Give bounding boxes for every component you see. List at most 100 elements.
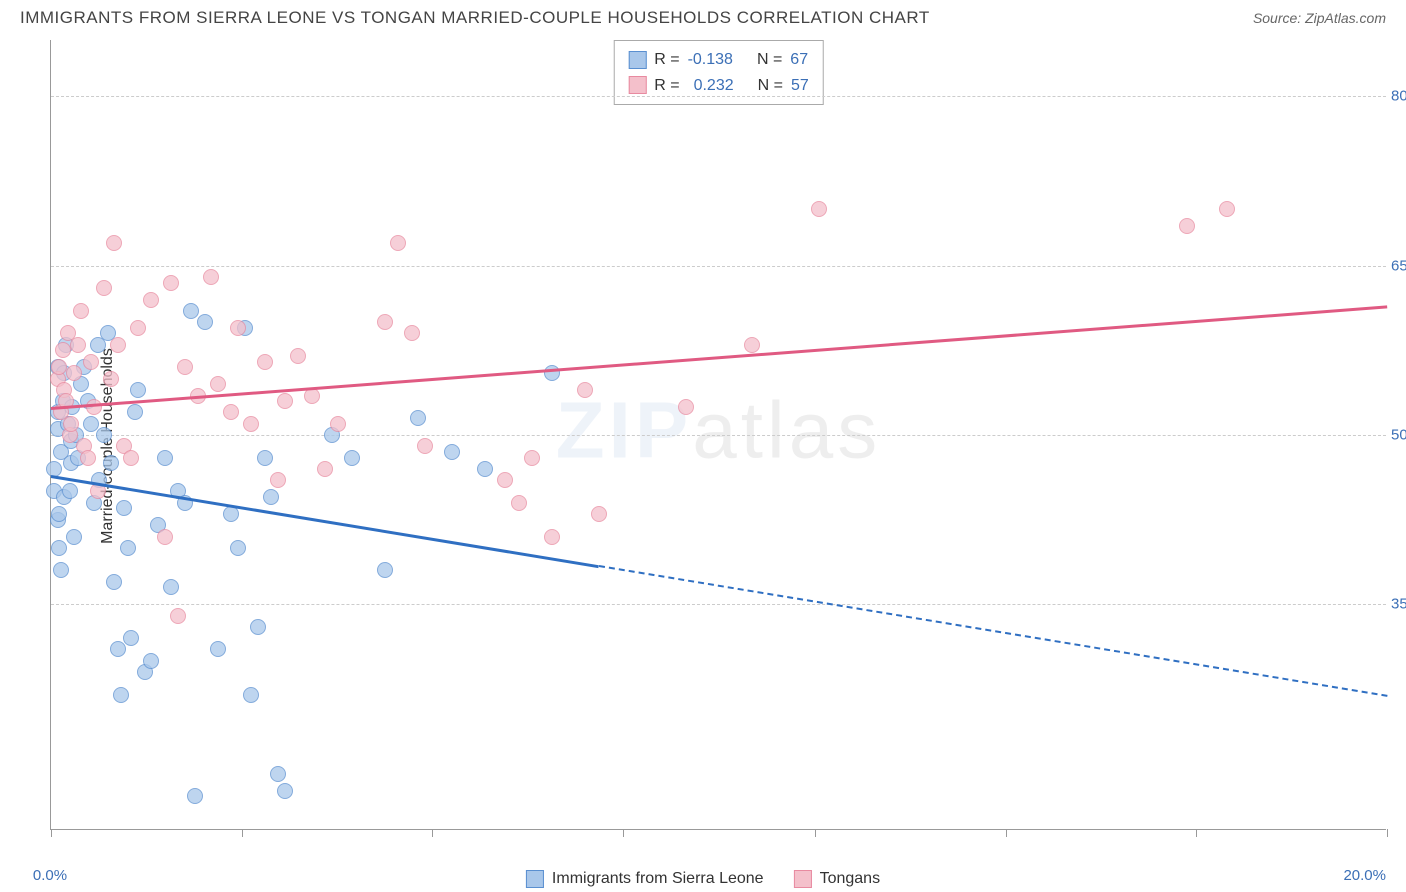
bottom-legend: Immigrants from Sierra Leone Tongans <box>526 870 880 888</box>
data-point-sierra_leone <box>66 529 82 545</box>
data-point-tongans <box>66 365 82 381</box>
y-tick-label: 50.0% <box>1391 427 1406 444</box>
data-point-tongans <box>103 371 119 387</box>
data-point-tongans <box>544 529 560 545</box>
x-tick-label-max: 20.0% <box>1343 867 1386 884</box>
data-point-sierra_leone <box>116 500 132 516</box>
data-point-sierra_leone <box>257 450 273 466</box>
data-point-sierra_leone <box>444 444 460 460</box>
data-point-tongans <box>110 337 126 353</box>
data-point-tongans <box>73 303 89 319</box>
swatch-tongan-icon <box>794 870 812 888</box>
legend-label: Immigrants from Sierra Leone <box>552 870 764 888</box>
data-point-tongans <box>170 608 186 624</box>
data-point-tongans <box>130 320 146 336</box>
data-point-sierra_leone <box>106 574 122 590</box>
data-point-sierra_leone <box>110 641 126 657</box>
trend-line <box>599 565 1388 697</box>
data-point-tongans <box>257 354 273 370</box>
data-point-tongans <box>143 292 159 308</box>
data-point-sierra_leone <box>277 783 293 799</box>
data-point-tongans <box>123 450 139 466</box>
x-tick <box>432 829 433 837</box>
legend-item-sierra: Immigrants from Sierra Leone <box>526 870 764 888</box>
data-point-sierra_leone <box>62 483 78 499</box>
data-point-sierra_leone <box>120 540 136 556</box>
data-point-sierra_leone <box>51 506 67 522</box>
data-point-tongans <box>230 320 246 336</box>
data-point-tongans <box>86 399 102 415</box>
data-point-sierra_leone <box>157 450 173 466</box>
data-point-tongans <box>497 472 513 488</box>
x-tick <box>1196 829 1197 837</box>
data-point-tongans <box>377 314 393 330</box>
data-point-tongans <box>163 275 179 291</box>
gridline <box>51 435 1386 436</box>
x-tick <box>623 829 624 837</box>
chart-title: IMMIGRANTS FROM SIERRA LEONE VS TONGAN M… <box>20 8 930 28</box>
gridline <box>51 604 1386 605</box>
data-point-tongans <box>51 359 67 375</box>
swatch-tongan <box>628 76 646 94</box>
data-point-sierra_leone <box>103 455 119 471</box>
data-point-sierra_leone <box>83 416 99 432</box>
stats-row-sierra: R = -0.138 N = 67 <box>628 47 809 73</box>
data-point-tongans <box>577 382 593 398</box>
data-point-sierra_leone <box>477 461 493 477</box>
data-point-sierra_leone <box>96 427 112 443</box>
legend-label: Tongans <box>820 870 881 888</box>
data-point-sierra_leone <box>243 687 259 703</box>
data-point-tongans <box>317 461 333 477</box>
x-tick <box>1387 829 1388 837</box>
data-point-sierra_leone <box>51 540 67 556</box>
data-point-tongans <box>1219 201 1235 217</box>
y-tick-label: 35.0% <box>1391 596 1406 613</box>
data-point-sierra_leone <box>544 365 560 381</box>
y-tick-label: 65.0% <box>1391 257 1406 274</box>
x-tick <box>815 829 816 837</box>
data-point-tongans <box>223 404 239 420</box>
data-point-sierra_leone <box>46 461 62 477</box>
data-point-sierra_leone <box>187 788 203 804</box>
legend-item-tongan: Tongans <box>794 870 881 888</box>
data-point-tongans <box>290 348 306 364</box>
data-point-tongans <box>1179 218 1195 234</box>
source-attribution: Source: ZipAtlas.com <box>1253 10 1386 26</box>
y-tick-label: 80.0% <box>1391 88 1406 105</box>
swatch-sierra-icon <box>526 870 544 888</box>
data-point-sierra_leone <box>183 303 199 319</box>
x-tick <box>1006 829 1007 837</box>
data-point-tongans <box>106 235 122 251</box>
data-point-sierra_leone <box>143 653 159 669</box>
data-point-sierra_leone <box>130 382 146 398</box>
data-point-tongans <box>270 472 286 488</box>
data-point-sierra_leone <box>270 766 286 782</box>
data-point-tongans <box>96 280 112 296</box>
data-point-sierra_leone <box>163 579 179 595</box>
data-point-sierra_leone <box>250 619 266 635</box>
data-point-tongans <box>417 438 433 454</box>
data-point-sierra_leone <box>230 540 246 556</box>
data-point-tongans <box>203 269 219 285</box>
x-tick <box>242 829 243 837</box>
data-point-sierra_leone <box>53 562 69 578</box>
trend-line <box>51 305 1387 409</box>
data-point-tongans <box>70 337 86 353</box>
data-point-tongans <box>744 337 760 353</box>
data-point-sierra_leone <box>263 489 279 505</box>
data-point-tongans <box>404 325 420 341</box>
data-point-sierra_leone <box>113 687 129 703</box>
data-point-tongans <box>80 450 96 466</box>
data-point-sierra_leone <box>223 506 239 522</box>
data-point-sierra_leone <box>197 314 213 330</box>
data-point-tongans <box>524 450 540 466</box>
data-point-tongans <box>157 529 173 545</box>
data-point-tongans <box>210 376 226 392</box>
data-point-sierra_leone <box>410 410 426 426</box>
chart-header: IMMIGRANTS FROM SIERRA LEONE VS TONGAN M… <box>0 0 1406 32</box>
data-point-tongans <box>811 201 827 217</box>
data-point-tongans <box>277 393 293 409</box>
data-point-tongans <box>390 235 406 251</box>
data-point-sierra_leone <box>344 450 360 466</box>
stats-row-tongan: R = 0.232 N = 57 <box>628 73 809 99</box>
